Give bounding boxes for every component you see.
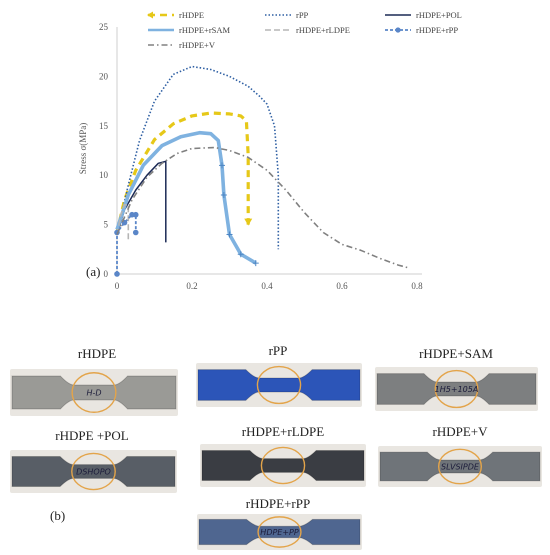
highlight-ellipse <box>437 448 483 485</box>
data-point-rhdpe-rpp <box>132 229 139 236</box>
dogbone-specimen <box>11 455 176 488</box>
photo-label-rhdpe-rpp: rHDPE+rPP <box>245 496 311 511</box>
x-tick-label: 0.8 <box>411 281 423 291</box>
dogbone-specimen <box>376 373 537 405</box>
data-point-rhdpe <box>244 218 253 226</box>
photo-label-rpp: rPP <box>268 343 288 358</box>
highlight-ellipse <box>256 365 302 405</box>
data-point-rhdpe-rsam <box>220 191 227 198</box>
x-tick-label: 0 <box>115 281 120 291</box>
specimen-drawing <box>200 444 366 487</box>
photo-label-rhdpe-pol: rHDPE +POL <box>55 428 129 443</box>
specimen-photo-rhdpe-sam: 1H5+105A <box>375 367 538 411</box>
specimen-photo-rhdpe-rpp: HDPE+PP <box>197 514 362 550</box>
highlight-ellipse <box>71 372 117 413</box>
highlight-ellipse <box>71 452 116 491</box>
legend-label-rhdpe: rHDPE <box>179 10 204 20</box>
specimen-drawing: H-D <box>10 369 178 416</box>
panel-a-label: (a) <box>86 264 101 279</box>
legend-marker-rhdpe-rpp <box>395 27 401 33</box>
photo-label-rhdpe-sam: rHDPE+SAM <box>419 346 493 361</box>
x-tick-label: 0.2 <box>186 281 197 291</box>
specimen-photo-rhdpe-v: SLVSIPDE <box>378 446 542 487</box>
legend-label-rhdpe-rldpe: rHDPE+rLDPE <box>296 25 350 35</box>
y-tick-label: 25 <box>99 22 109 32</box>
y-tick-label: 0 <box>104 269 109 279</box>
x-tick-label: 0.4 <box>261 281 273 291</box>
dogbone-specimen <box>201 449 365 482</box>
photo-label-rhdpe-v: rHDPE+V <box>432 424 488 439</box>
series-line-rhdpe-rldpe <box>116 204 130 240</box>
legend-label-rhdpe-rsam: rHDPE+rSAM <box>179 25 231 35</box>
legend-label-rhdpe-pol: rHDPE+POL <box>416 10 462 20</box>
legend-label-rpp: rPP <box>296 10 309 20</box>
specimen-drawing <box>196 363 362 407</box>
specimen-handwritten-mark: 1H5+105A <box>435 385 479 394</box>
dogbone-specimen <box>197 369 361 401</box>
specimen-handwritten-mark: SLVSIPDE <box>441 463 480 472</box>
data-point-rhdpe-rsam <box>252 260 259 267</box>
dogbone-specimen <box>11 375 177 410</box>
specimen-handwritten-mark: HDPE+PP <box>260 528 299 537</box>
specimen-handwritten-mark: DSHOPO <box>76 468 111 477</box>
series-line-rpp <box>116 65 280 250</box>
specimen-drawing: HDPE+PP <box>197 514 362 550</box>
specimen-drawing: SLVSIPDE <box>378 446 542 487</box>
data-point-rhdpe-rsam <box>219 162 225 169</box>
data-point-rhdpe-rpp <box>114 271 120 277</box>
series-line-rhdpe <box>115 111 250 233</box>
photo-label-rhdpe: rHDPE <box>77 346 117 361</box>
highlight-ellipse <box>257 516 302 548</box>
specimen-photo-rhdpe-pol: DSHOPO <box>10 450 177 493</box>
panel-b-label: (b) <box>50 508 66 523</box>
legend-label-rhdpe-v: rHDPE+V <box>179 40 216 50</box>
specimen-photo-rhdpe: H-D <box>10 369 178 416</box>
dogbone-specimen <box>198 518 361 546</box>
data-point-rhdpe-rsam <box>226 231 233 238</box>
y-tick-label: 15 <box>99 121 109 131</box>
data-point-rhdpe-rsam <box>237 251 244 258</box>
y-tick-label: 20 <box>99 71 109 81</box>
x-tick-label: 0.6 <box>336 281 348 291</box>
specimen-photo-rpp <box>196 363 362 407</box>
dogbone-specimen <box>379 451 541 482</box>
legend-label-rhdpe-rpp: rHDPE+rPP <box>416 25 458 35</box>
y-tick-label: 10 <box>99 170 109 180</box>
specimen-handwritten-mark: H-D <box>86 389 101 398</box>
data-point-rhdpe-rpp <box>132 211 139 218</box>
y-tick-label: 5 <box>104 220 109 230</box>
y-axis-label: Stress σ(MPa) <box>78 123 88 175</box>
legend-marker-rhdpe <box>147 11 153 19</box>
series-line-rhdpe-v <box>116 146 410 269</box>
highlight-ellipse <box>260 446 306 485</box>
highlight-ellipse <box>434 369 479 409</box>
specimen-photo-rhdpe-rldpe <box>200 444 366 487</box>
photo-label-rhdpe-rldpe: rHDPE+rLDPE <box>241 424 325 439</box>
specimen-drawing: DSHOPO <box>10 450 177 493</box>
series-line-rhdpe-rpp <box>116 213 137 274</box>
specimen-drawing: 1H5+105A <box>375 367 538 411</box>
